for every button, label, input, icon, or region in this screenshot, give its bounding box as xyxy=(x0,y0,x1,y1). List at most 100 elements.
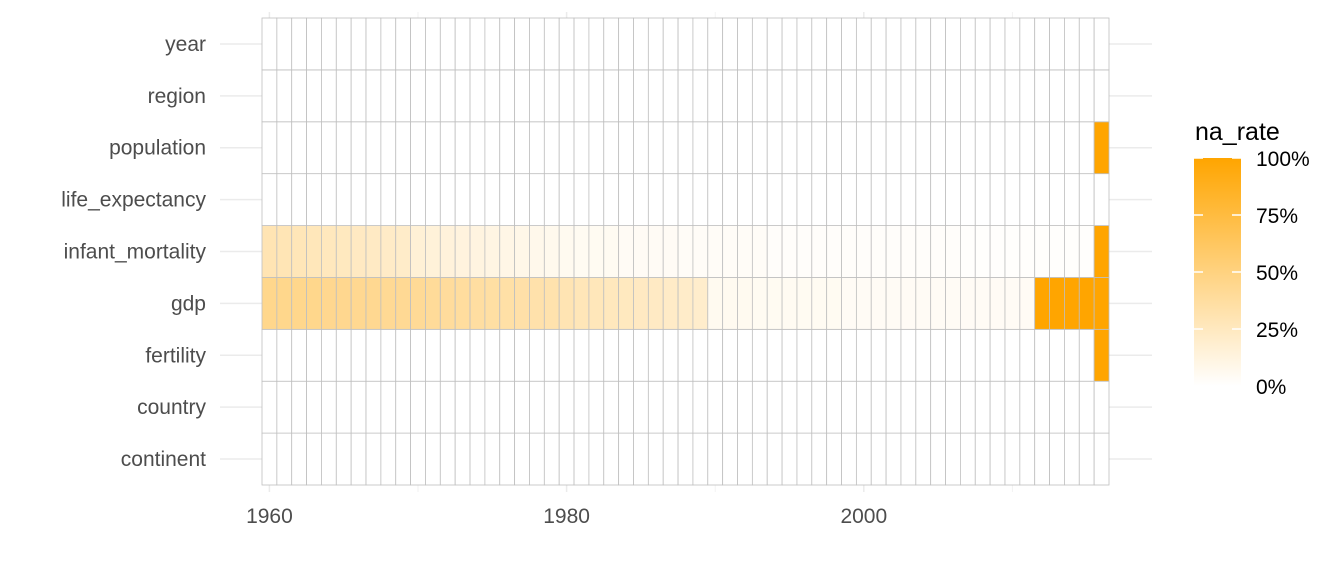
heatmap-tile xyxy=(826,173,842,226)
heatmap-tile xyxy=(751,17,768,71)
heatmap-tile xyxy=(410,173,426,226)
heatmap-tile xyxy=(573,225,590,278)
heatmap-tile xyxy=(841,121,857,175)
heatmap-tile xyxy=(291,328,307,382)
heatmap-tile xyxy=(261,69,278,123)
heatmap-tile xyxy=(855,121,872,175)
heatmap-tile xyxy=(425,277,441,330)
heatmap-tile xyxy=(261,432,278,486)
heatmap-tile xyxy=(1093,121,1110,175)
heatmap-tile xyxy=(1034,277,1050,330)
heatmap-tile xyxy=(796,225,813,278)
heatmap-tile xyxy=(662,173,679,226)
heatmap-tile xyxy=(380,121,397,175)
heatmap-tile xyxy=(469,277,486,330)
heatmap-tile xyxy=(350,380,367,434)
heatmap-tile xyxy=(603,17,620,71)
heatmap-tile xyxy=(692,69,709,123)
heatmap-tile xyxy=(454,17,471,71)
heatmap-tile xyxy=(841,277,857,330)
heatmap-tile xyxy=(633,328,649,382)
heatmap-tile xyxy=(410,121,426,175)
heatmap-tile xyxy=(1004,69,1021,123)
heatmap-tile xyxy=(989,225,1006,278)
heatmap-tile xyxy=(469,17,486,71)
heatmap-tile xyxy=(826,225,842,278)
heatmap-tile xyxy=(1019,225,1036,278)
heatmap-tile xyxy=(365,380,382,434)
heatmap-tile xyxy=(692,121,709,175)
heatmap-tile xyxy=(811,17,828,71)
heatmap-tile xyxy=(885,432,902,486)
heatmap-tile xyxy=(915,69,932,123)
heatmap-tile xyxy=(306,17,322,71)
heatmap-tile xyxy=(514,432,530,486)
heatmap-tile xyxy=(603,121,620,175)
heatmap-tile xyxy=(826,69,842,123)
heatmap-tile xyxy=(766,17,783,71)
heatmap-tile xyxy=(677,69,694,123)
heatmap-tile xyxy=(454,277,471,330)
heatmap-tile xyxy=(469,432,486,486)
heatmap-tile xyxy=(945,225,961,278)
heatmap-tile xyxy=(960,69,976,123)
heatmap-tile xyxy=(1034,173,1050,226)
heatmap-tile xyxy=(410,225,426,278)
heatmap-tile xyxy=(1064,277,1080,330)
heatmap-tile xyxy=(514,380,530,434)
heatmap-tile xyxy=(974,69,991,123)
heatmap-tile xyxy=(737,432,753,486)
heatmap-tile xyxy=(1064,380,1080,434)
heatmap-tile xyxy=(945,173,961,226)
heatmap-tile xyxy=(484,277,501,330)
heatmap-tile xyxy=(365,432,382,486)
heatmap-tile xyxy=(321,17,337,71)
legend-label: 100% xyxy=(1256,148,1310,171)
heatmap-tile xyxy=(915,380,932,434)
heatmap-tile xyxy=(276,69,293,123)
heatmap-tile xyxy=(751,328,768,382)
heatmap-tile xyxy=(321,328,337,382)
heatmap-tile xyxy=(707,69,724,123)
heatmap-tile xyxy=(1049,173,1065,226)
heatmap-tile xyxy=(692,277,709,330)
heatmap-tiles xyxy=(261,17,1110,486)
heatmap-tile xyxy=(633,277,649,330)
heatmap-tile xyxy=(425,69,441,123)
heatmap-tile xyxy=(454,121,471,175)
heatmap-tile xyxy=(276,173,293,226)
heatmap-tile xyxy=(1034,121,1050,175)
heatmap-tile xyxy=(1093,69,1110,123)
heatmap-tile xyxy=(395,173,411,226)
heatmap-tile xyxy=(365,121,382,175)
heatmap-tile xyxy=(261,121,278,175)
heatmap-tile xyxy=(514,328,530,382)
heatmap-tile xyxy=(410,328,426,382)
heatmap-tile xyxy=(766,173,783,226)
heatmap-tile xyxy=(766,328,783,382)
heatmap-tile xyxy=(826,432,842,486)
heatmap-tile xyxy=(1019,277,1036,330)
heatmap-tile xyxy=(1004,328,1021,382)
heatmap-tile xyxy=(395,121,411,175)
heatmap-tile xyxy=(276,380,293,434)
heatmap-tile xyxy=(558,173,575,226)
heatmap-tile xyxy=(915,225,932,278)
heatmap-tile xyxy=(989,173,1006,226)
heatmap-tile xyxy=(1004,225,1021,278)
heatmap-tile xyxy=(677,432,694,486)
heatmap-tile xyxy=(499,17,516,71)
heatmap-tile xyxy=(1019,121,1036,175)
heatmap-tile xyxy=(751,121,768,175)
heatmap-tile xyxy=(291,432,307,486)
heatmap-tile xyxy=(543,328,560,382)
heatmap-tile xyxy=(633,173,649,226)
heatmap-tile xyxy=(841,17,857,71)
heatmap-tile xyxy=(796,17,813,71)
heatmap-tile xyxy=(737,173,753,226)
heatmap-tile xyxy=(647,173,664,226)
heatmap-tile xyxy=(573,328,590,382)
heatmap-tile xyxy=(766,277,783,330)
heatmap-tile xyxy=(960,17,976,71)
heatmap-tile xyxy=(543,17,560,71)
